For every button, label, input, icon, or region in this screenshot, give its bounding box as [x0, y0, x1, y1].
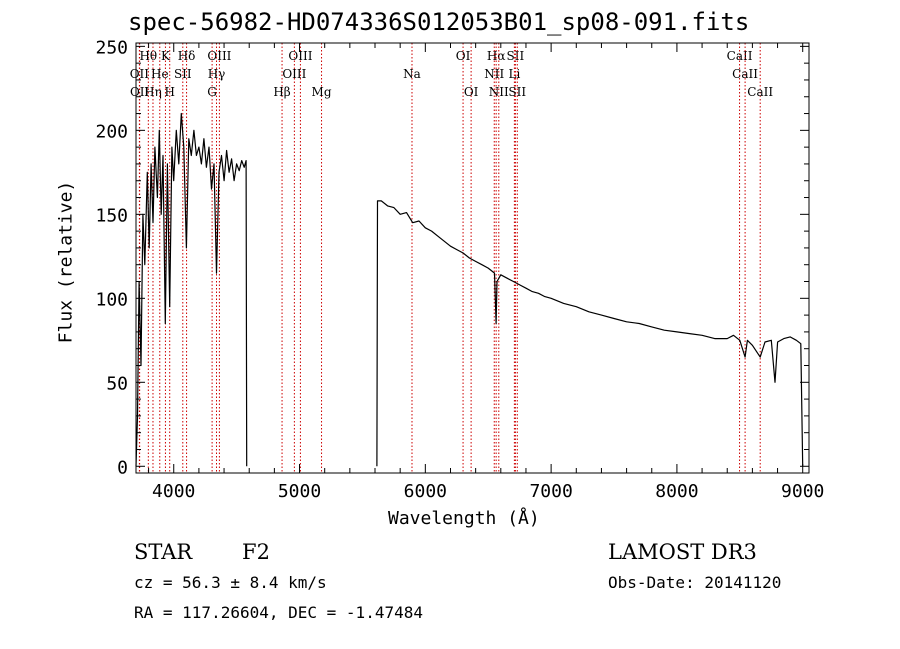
ra-dec-readout: RA = 117.26604, DEC = -1.47484	[134, 603, 423, 622]
x-tick-label: 8000	[655, 481, 698, 502]
x-axis-label: Wavelength (Å)	[388, 508, 540, 529]
line-label: Hα	[487, 49, 506, 63]
line-label: NII	[489, 85, 509, 99]
line-label: He	[151, 67, 169, 81]
x-tick-label: 4000	[152, 481, 195, 502]
line-label: SII	[174, 67, 192, 81]
plot-frame	[135, 42, 810, 474]
x-tick-label: 9000	[781, 481, 824, 502]
redshift-readout: cz = 56.3 ± 8.4 km/s	[134, 573, 327, 592]
line-label: OI	[464, 85, 479, 99]
x-tick-label: 5000	[278, 481, 321, 502]
x-tick-label: 7000	[529, 481, 572, 502]
line-label: CaII	[747, 85, 773, 99]
x-tick-label: 6000	[404, 481, 447, 502]
line-label: Hβ	[273, 85, 290, 99]
line-label: Hδ	[178, 49, 196, 63]
y-tick-label: 100	[95, 289, 128, 310]
line-label: SII	[508, 85, 526, 99]
y-tick-label: 200	[95, 121, 128, 142]
line-label: OII	[130, 67, 150, 81]
spectrum-line	[135, 112, 248, 467]
object-subclass: F2	[242, 540, 270, 564]
survey-label: LAMOST DR3	[608, 540, 757, 564]
line-label: Li	[508, 67, 520, 81]
line-label: OIII	[282, 67, 306, 81]
y-tick-label: 150	[95, 205, 128, 226]
y-tick-label: 50	[106, 373, 128, 394]
line-label: CaII	[727, 49, 753, 63]
line-label: OIII	[288, 49, 312, 63]
object-class: STAR	[134, 540, 193, 564]
line-label: OIII	[207, 49, 231, 63]
line-label: Hγ	[208, 67, 226, 81]
y-tick-label: 250	[95, 37, 128, 58]
line-label: Hθ	[139, 49, 157, 63]
line-label: K	[161, 49, 171, 63]
spectrum-line	[376, 200, 804, 467]
line-label: CaII	[732, 67, 758, 81]
chart-title: spec-56982-HD074336S012053B01_sp08-091.f…	[128, 8, 750, 36]
y-axis-label: Flux (relative)	[55, 180, 77, 344]
line-label: OI	[456, 49, 471, 63]
line-label: H	[164, 85, 174, 99]
obs-date: Obs-Date: 20141120	[608, 573, 782, 592]
line-label: Hη	[144, 85, 162, 99]
line-label: Mg	[312, 85, 332, 99]
line-label: OII	[130, 85, 150, 99]
line-label: NII	[484, 67, 504, 81]
line-label: SII	[507, 49, 525, 63]
line-label: G	[207, 85, 217, 99]
y-tick-label: 0	[117, 457, 128, 478]
line-label: Na	[403, 67, 421, 81]
